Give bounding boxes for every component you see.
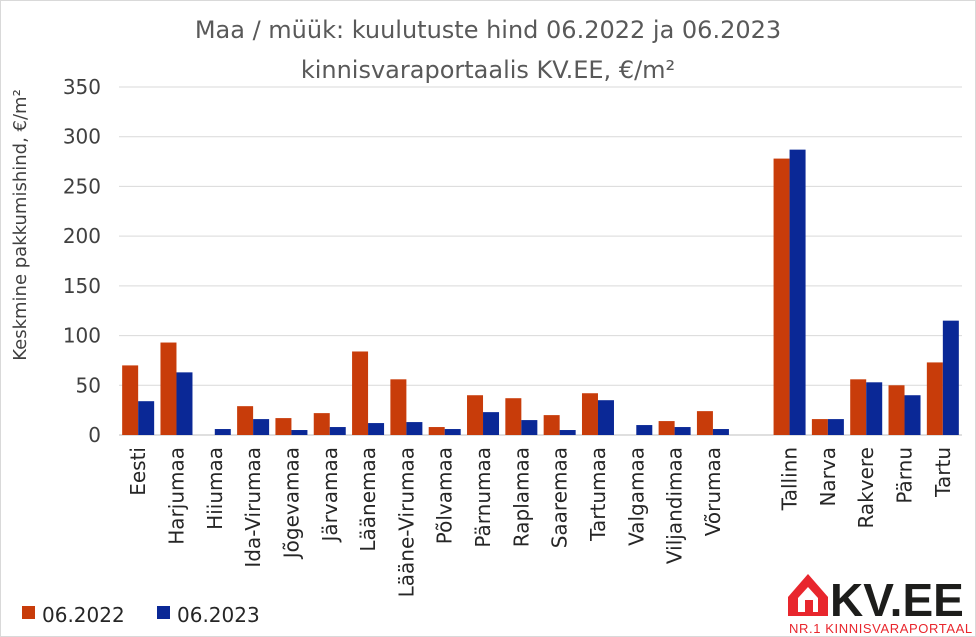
y-tick-label: 100 [63,324,101,348]
bar-06.2023-Pärnu [904,395,921,435]
logo-brand: KV.EE [830,574,964,626]
bar-06.2023-Lääne-Virumaa [406,422,423,435]
bar-06.2022-Tallinn [773,158,790,436]
x-tick-label: Põlvamaa [433,447,457,544]
bar-06.2022-Tartu [926,362,943,435]
bar-06.2022-Viljandimaa [658,421,675,435]
x-tick-label: Valgamaa [624,447,648,546]
y-tick-label: 50 [76,373,101,397]
bar-06.2022-Pärnumaa [467,395,484,435]
y-tick-label: 150 [63,274,101,298]
bar-06.2022-Põlvamaa [428,427,445,435]
bar-06.2023-Hiiumaa [214,429,231,435]
bar-06.2022-Läänemaa [352,351,369,435]
legend-label: 06.2023 [177,603,260,627]
x-tick-label: Raplamaa [509,447,533,547]
bar-06.2023-Narva [827,419,844,435]
x-tick-label: Saaremaa [548,447,572,548]
bar-06.2023-Valgamaa [636,425,653,435]
bar-06.2022-Ida-Virumaa [237,406,254,435]
x-tick-labels: Eesti Harjumaa Hiiumaa Ida-Virumaa Jõgevamaa… [126,447,955,597]
x-tick-label: Pärnumaa [471,447,495,548]
bar-06.2022-Harjumaa [160,342,177,435]
y-tick-label: 0 [88,423,101,447]
x-tick-label: Läänemaa [356,447,380,552]
x-tick-label: Ida-Virumaa [241,447,265,568]
y-tick-label: 250 [63,174,101,198]
chart-title-line-2: kinnisvaraportaalis KV.EE, €/m² [301,56,675,84]
bar-06.2022-Jõgevamaa [275,418,292,435]
y-tick-label: 350 [63,75,101,99]
x-tick-label: Pärnu [893,447,917,504]
x-tick-label: Harjumaa [164,447,188,545]
bar-06.2022-Saaremaa [543,415,560,435]
bar-06.2023-Tartumaa [597,400,614,435]
bar-06.2022-Järvamaa [313,413,330,435]
x-tick-label: Järvamaa [318,447,342,543]
legend: 06.2022 06.2023 [22,603,260,627]
bar-06.2023-Pärnumaa [483,412,500,435]
bar-06.2023-Läänemaa [368,423,385,435]
bar-06.2023-Järvamaa [329,427,346,435]
chart-title-line-1: Maa / müük: kuulutuste hind 06.2022 ja 0… [195,16,781,44]
bar-06.2022-Rakvere [850,379,867,435]
bar-06.2023-Võrumaa [712,429,729,435]
bar-06.2022-Pärnu [888,385,905,435]
x-tick-label: Rakvere [854,447,878,529]
bar-06.2022-Eesti [122,365,139,435]
x-tick-label: Jõgevamaa [279,447,303,560]
bar-06.2023-Rakvere [866,382,883,435]
y-tick-label: 300 [63,125,101,149]
bar-06.2023-Saaremaa [559,430,576,435]
legend-swatch-06.2023 [157,606,170,619]
legend-swatch-06.2022 [22,606,35,619]
x-tick-label: Viljandimaa [663,447,687,564]
bar-06.2022-Võrumaa [696,411,713,435]
y-axis-label: Keskmine pakkumishind, €/m² [10,89,31,361]
logo-tagline: NR.1 KINNISVARAPORTAAL [789,621,973,636]
bar-06.2023-Eesti [138,401,155,435]
y-tick-label: 200 [63,224,101,248]
bar-06.2022-Tartumaa [581,393,598,435]
x-tick-label: Tallinn [778,447,802,511]
bar-06.2023-Ida-Virumaa [253,419,270,435]
bar-06.2023-Tartu [942,320,959,435]
x-tick-label: Narva [816,447,840,507]
bar-06.2022-Lääne-Virumaa [390,379,407,435]
bar-06.2022-Raplamaa [505,398,522,435]
y-tick-labels: 0 50 100 150 200 250 300 350 [63,75,101,447]
house-icon [788,574,828,616]
x-tick-label: Tartu [931,447,955,498]
bar-06.2023-Harjumaa [176,372,193,435]
legend-label: 06.2022 [42,603,125,627]
bar-06.2023-Põlvamaa [444,429,461,435]
bar-06.2023-Jõgevamaa [291,430,308,435]
x-tick-label: Võrumaa [701,447,725,536]
x-tick-label: Tartumaa [586,447,610,542]
x-tick-label: Hiiumaa [203,447,227,530]
bar-06.2022-Narva [811,419,828,435]
x-tick-label: Lääne-Virumaa [394,447,418,597]
kv-ee-logo: KV.EE NR.1 KINNISVARAPORTAAL [788,574,973,636]
x-tick-label: Eesti [126,447,150,496]
bar-06.2023-Viljandimaa [674,427,691,435]
bars [122,149,959,436]
bar-06.2023-Raplamaa [521,420,538,435]
bar-06.2023-Tallinn [789,149,806,435]
